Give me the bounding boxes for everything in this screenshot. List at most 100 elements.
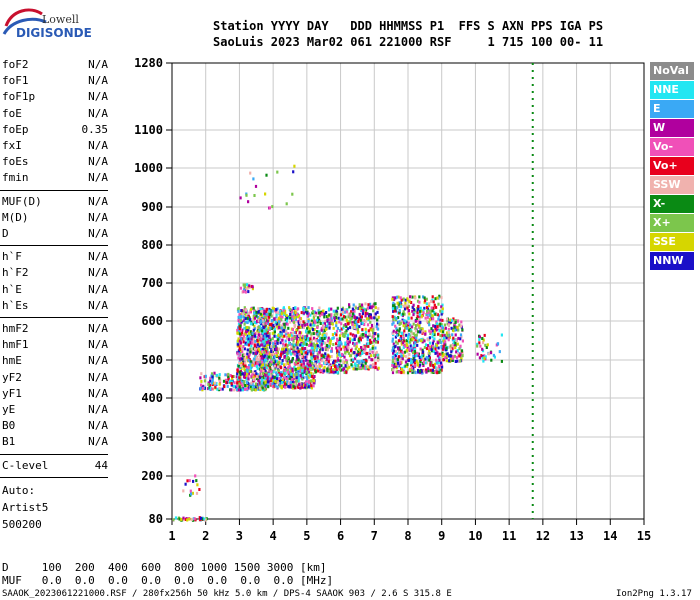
echo-point [374, 361, 377, 365]
param-row: fmin N/A [2, 170, 108, 186]
echo-point [403, 307, 407, 311]
echo-point [279, 373, 282, 376]
footer-version: Ion2Png 1.3.17 [616, 589, 692, 599]
echo-point [424, 330, 427, 334]
x-tick-label: 4 [270, 529, 277, 543]
echo-point [278, 337, 281, 341]
echo-point [362, 334, 365, 338]
echo-point [344, 315, 347, 319]
echo-point [407, 335, 410, 339]
echo-point [344, 308, 347, 312]
echo-point [309, 337, 312, 341]
echo-point [403, 312, 406, 316]
echo-point [332, 370, 335, 374]
echo-point [364, 311, 367, 315]
echo-point [400, 331, 403, 335]
echo-point [403, 329, 406, 333]
echo-point [284, 339, 287, 343]
echo-point [364, 347, 367, 351]
echo-point [444, 326, 447, 330]
echo-point [450, 354, 453, 358]
echo-point [265, 173, 268, 177]
legend-item-ssw: SSW [650, 176, 694, 194]
echo-point [344, 364, 347, 368]
echo-point [269, 382, 272, 386]
echo-point [261, 363, 264, 367]
echo-point [364, 319, 367, 323]
echo-point [445, 359, 448, 363]
echo-point [457, 328, 460, 332]
echo-point [336, 366, 339, 370]
echo-point [258, 363, 261, 367]
echo-point [326, 348, 330, 352]
echo-point [408, 347, 411, 351]
echo-point [259, 376, 262, 379]
echo-point [393, 356, 396, 360]
echo-point [264, 388, 267, 391]
echo-point [440, 305, 443, 309]
echo-point [246, 370, 249, 374]
echo-point [265, 334, 268, 338]
x-tick-label: 3 [236, 529, 243, 543]
echo-point [422, 330, 425, 334]
echo-point [247, 328, 250, 332]
echo-point [288, 365, 291, 368]
echo-point [260, 337, 263, 341]
echo-point [287, 355, 290, 359]
echo-point [400, 298, 403, 302]
echo-point [329, 363, 332, 367]
echo-point [419, 347, 422, 351]
echo-point [238, 385, 241, 389]
echo-point [403, 304, 406, 308]
echo-point [264, 347, 267, 351]
echo-point [245, 328, 248, 332]
echo-point [237, 388, 240, 392]
echo-point [270, 356, 273, 360]
echo-point [391, 360, 394, 364]
echo-point [357, 339, 360, 343]
echo-point [411, 309, 414, 313]
param-name: MUF(D) [2, 194, 42, 208]
echo-point [374, 366, 377, 370]
echo-point [392, 351, 395, 355]
echo-point [438, 358, 441, 362]
echo-point [313, 381, 316, 385]
echo-point [302, 326, 305, 329]
echo-point [428, 348, 431, 352]
echo-point [366, 323, 370, 327]
echo-point [182, 516, 185, 520]
echo-point [409, 361, 413, 365]
echo-point [476, 344, 479, 348]
echo-point [327, 357, 330, 361]
echo-point [299, 348, 302, 352]
echo-point [328, 325, 331, 328]
echo-point [285, 202, 288, 206]
echo-point [266, 331, 269, 335]
echo-point [276, 381, 279, 385]
echo-point [252, 347, 255, 351]
param-value: N/A [88, 58, 108, 71]
echo-point [274, 384, 277, 388]
echo-point [337, 350, 340, 354]
y-tick-label: 500 [141, 353, 163, 367]
echo-point [289, 369, 292, 373]
echo-point [437, 314, 441, 318]
param-value: N/A [88, 419, 108, 433]
echo-point [412, 332, 415, 336]
echo-point [446, 354, 449, 358]
echo-point [260, 329, 264, 333]
echo-point [248, 331, 251, 335]
echo-point [414, 296, 417, 300]
echo-point [408, 328, 411, 332]
echo-point [428, 309, 431, 313]
echo-point [456, 319, 459, 323]
echo-point [442, 358, 445, 362]
echo-point [271, 331, 274, 335]
echo-point [252, 339, 255, 343]
echo-point [448, 321, 451, 325]
echo-point [247, 374, 250, 378]
echo-point [411, 305, 414, 309]
echo-point [406, 371, 410, 375]
echo-point [394, 360, 397, 363]
echo-point [456, 325, 459, 329]
